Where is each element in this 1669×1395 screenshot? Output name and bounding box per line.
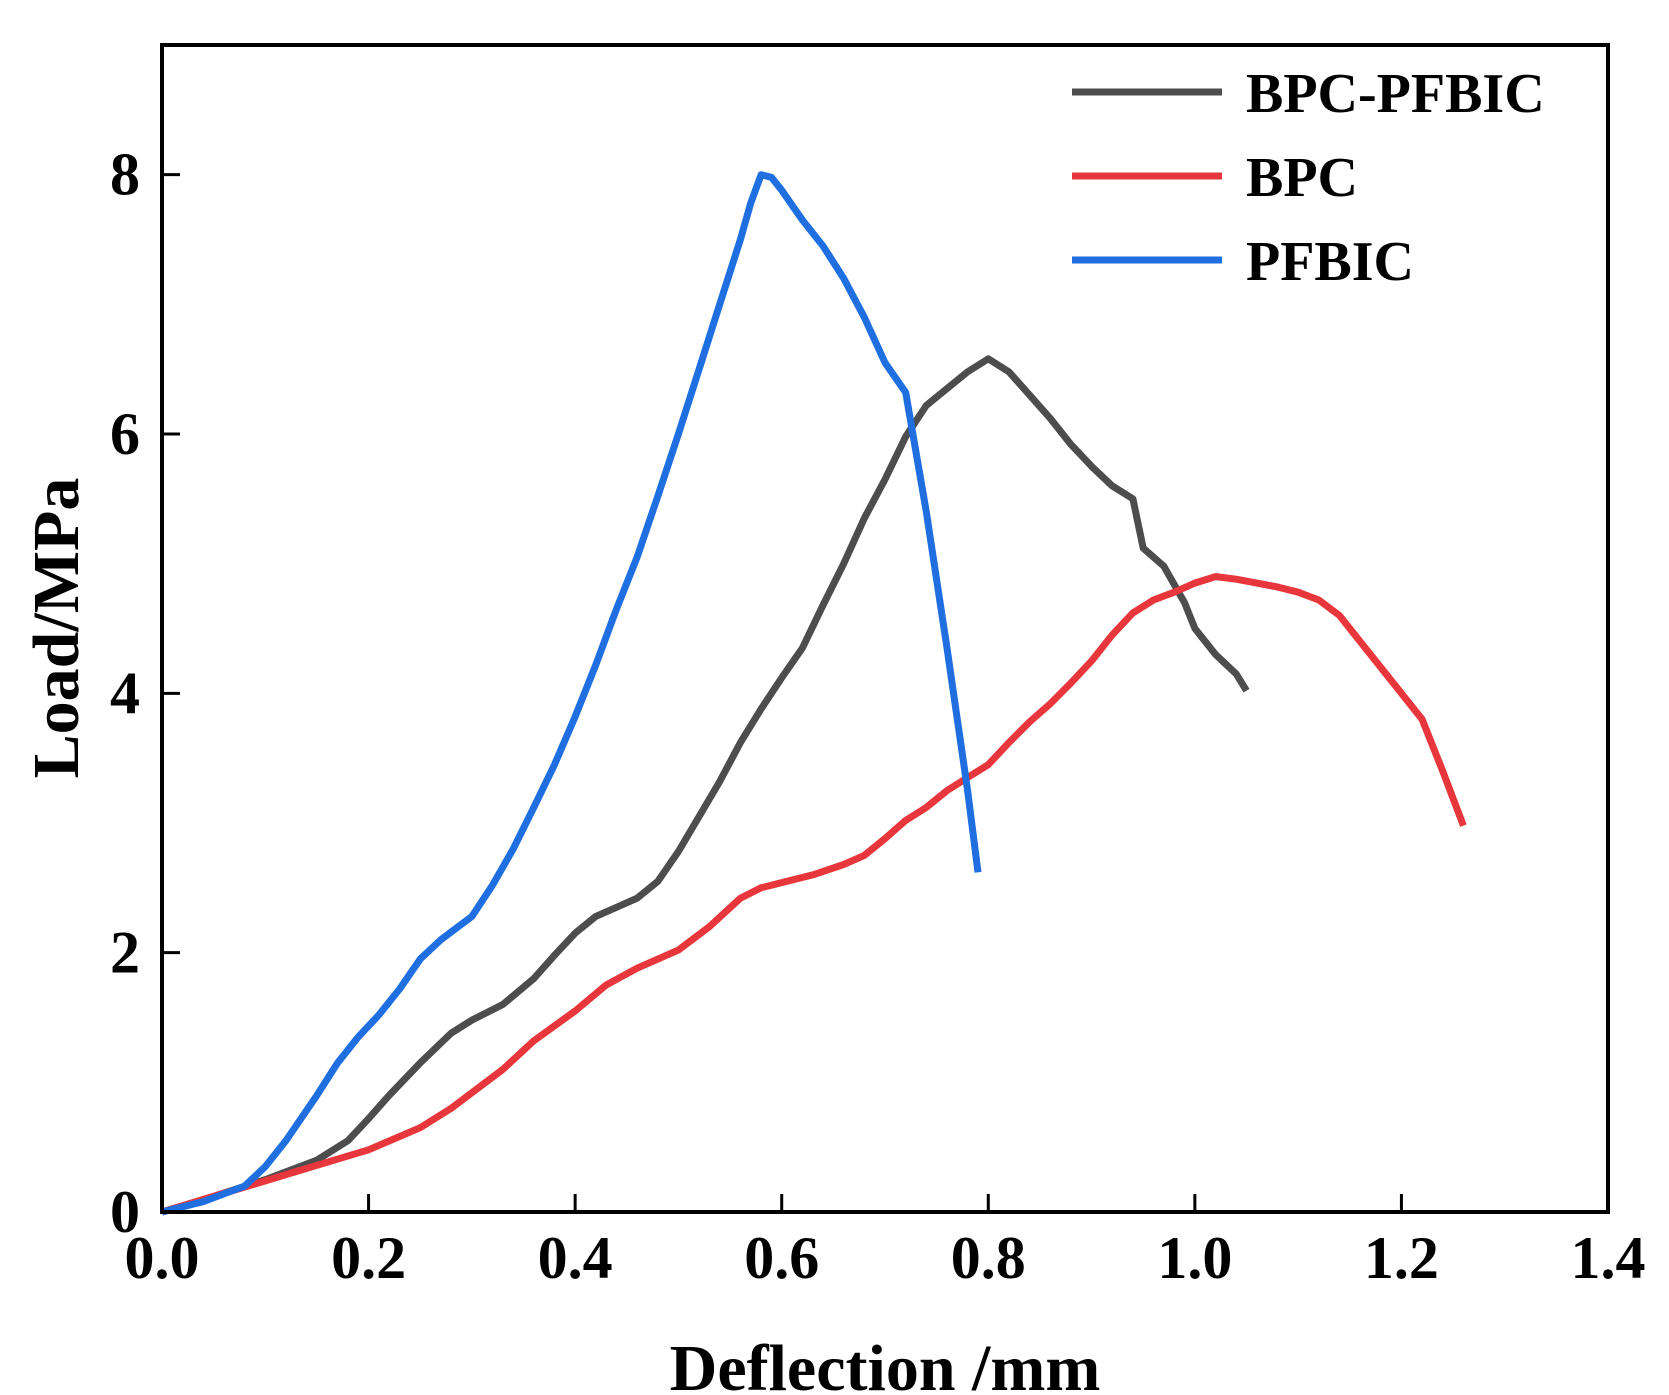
series-line-bpc-pfbic [160,355,1250,1216]
x-tick-label: 0.4 [538,1225,613,1291]
x-tick-label: 1.4 [1571,1225,1646,1291]
y-tick-label: 4 [110,660,140,726]
legend: BPC-PFBIC BPC PFBIC [1072,63,1545,293]
x-tick-label: 0.0 [125,1225,200,1291]
y-axis: 0 2 4 6 8 [110,142,180,1245]
legend-label-bpc-pfbic: BPC-PFBIC [1246,63,1545,125]
x-tick-label: 0.2 [331,1225,406,1291]
y-tick-label: 2 [110,920,140,986]
x-axis-title: Deflection /mm [670,1332,1101,1395]
x-tick-label: 1.2 [1364,1225,1439,1291]
legend-label-pfbic: PFBIC [1246,231,1414,293]
series-line-pfbic [161,171,982,1216]
series-line-bpc [160,573,1467,1216]
x-axis: 0.0 0.2 0.4 0.6 0.8 1.0 1.2 1.4 [125,1194,1646,1291]
x-tick-label: 1.0 [1157,1225,1232,1291]
x-tick-label: 0.6 [744,1225,819,1291]
plot-frame [160,43,1610,1214]
legend-label-bpc: BPC [1246,147,1358,209]
x-tick-label: 0.8 [951,1225,1026,1291]
series-layer [160,171,1467,1216]
y-axis-title: Load/MPa [20,478,93,779]
y-tick-label: 8 [110,142,140,208]
y-tick-label: 0 [110,1179,140,1245]
y-tick-label: 6 [110,401,140,467]
